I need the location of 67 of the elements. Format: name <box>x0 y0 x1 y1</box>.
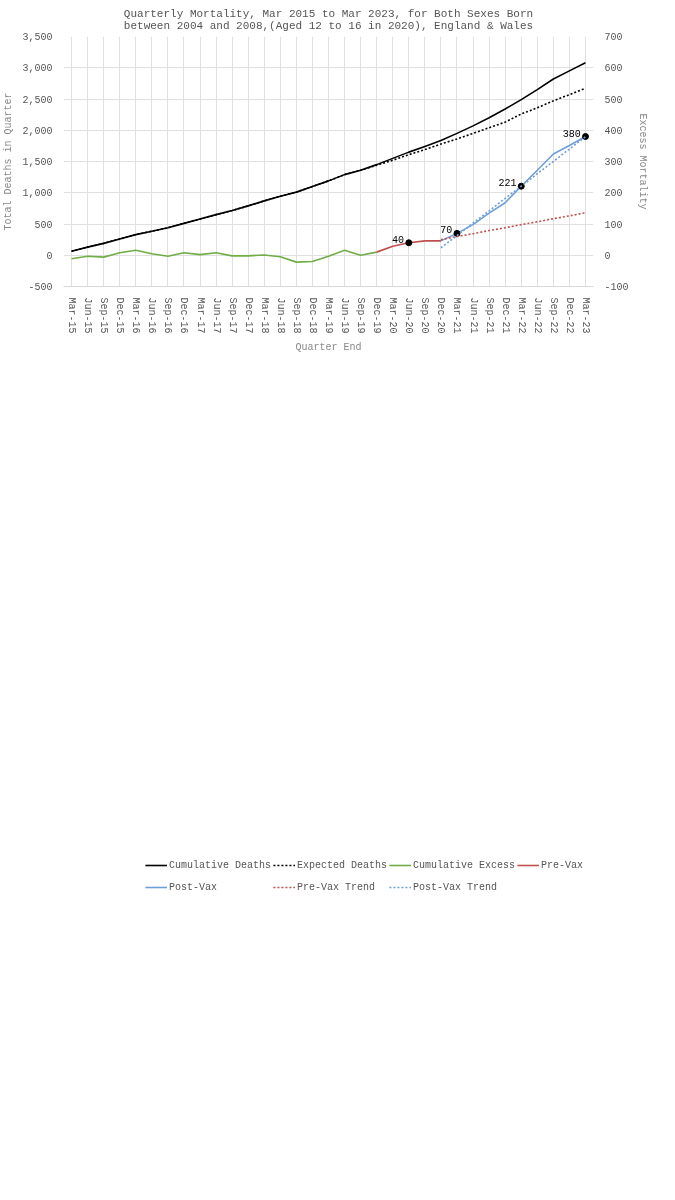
y2-tick-label: 700 <box>604 32 623 43</box>
x-tick-label: Dec-20 <box>435 297 447 334</box>
x-tick-label: Sep-16 <box>162 297 174 334</box>
x-tick-label: Mar-17 <box>194 297 206 334</box>
y2-tick-label: 100 <box>604 219 623 231</box>
x-tick-label: Jun-17 <box>210 297 222 334</box>
x-tick-label: Jun-18 <box>274 297 286 334</box>
x-tick-label: Jun-16 <box>146 297 158 334</box>
legend-label: Expected Deaths <box>296 859 387 871</box>
x-tick-label: Jun-20 <box>403 297 415 334</box>
legend-label: Pre-Vax <box>540 859 583 871</box>
data-label: 70 <box>440 225 453 237</box>
y2-tick-label: 300 <box>604 157 623 168</box>
legend-label: Cumulative Deaths <box>168 859 271 871</box>
y-tick-label: 1,000 <box>22 188 53 200</box>
x-tick-label: Mar-18 <box>258 297 270 334</box>
line-series <box>70 249 378 263</box>
y-tick-label: 3,000 <box>22 63 53 75</box>
x-tick-label: Jun-21 <box>467 297 479 334</box>
x-tick-label: Mar-23 <box>579 297 591 334</box>
x-tick-label: Dec-18 <box>306 297 318 334</box>
x-tick-label: Mar-15 <box>66 297 78 334</box>
x-tick-label: Sep-20 <box>419 297 431 334</box>
y2-tick-label: -100 <box>604 282 629 293</box>
x-tick-label: Jun-19 <box>339 297 351 334</box>
legend-label: Pre-Vax Trend <box>296 881 375 893</box>
y2-axis-title: Excess Mortality <box>636 113 648 210</box>
y-tick-label: 0 <box>46 250 53 262</box>
legend-label: Post-Vax <box>168 881 217 893</box>
legend-label: Post-Vax Trend <box>412 881 497 893</box>
x-tick-label: Mar-21 <box>451 297 463 334</box>
x-tick-label: Dec-19 <box>371 297 383 334</box>
data-label: 221 <box>498 178 517 190</box>
y-tick-label: 2,000 <box>22 125 53 137</box>
x-tick-label: Dec-21 <box>499 297 511 334</box>
x-tick-label: Mar-20 <box>387 297 399 334</box>
x-tick-label: Dec-16 <box>178 297 190 334</box>
y-tick-label: -500 <box>28 282 53 293</box>
x-tick-label: Sep-17 <box>226 297 238 334</box>
x-tick-label: Sep-22 <box>547 297 559 334</box>
x-tick-label: Sep-15 <box>98 297 110 334</box>
x-tick-label: Mar-16 <box>130 297 142 334</box>
y-tick-label: 3,500 <box>22 32 53 43</box>
x-tick-label: Jun-15 <box>82 297 94 334</box>
y2-tick-label: 0 <box>604 250 611 262</box>
y-tick-label: 1,500 <box>22 157 53 168</box>
y-tick-label: 2,500 <box>22 94 53 106</box>
x-tick-label: Dec-15 <box>114 297 126 334</box>
x-tick-label: Sep-19 <box>355 297 367 334</box>
x-tick-label: Mar-19 <box>323 297 334 334</box>
data-label: 380 <box>562 128 581 140</box>
y2-tick-label: 500 <box>604 94 623 106</box>
x-tick-label: Dec-22 <box>563 297 575 334</box>
x-tick-label: Sep-18 <box>290 297 302 334</box>
y2-tick-label: 400 <box>604 125 623 137</box>
x-tick-label: Sep-21 <box>483 297 495 334</box>
y2-tick-label: 200 <box>604 188 623 200</box>
data-label: 40 <box>391 234 404 246</box>
y-axis-title: Total Deaths in Quarter <box>3 92 15 231</box>
x-axis-title: Quarter End <box>295 341 362 353</box>
x-tick-label: Jun-22 <box>531 297 543 334</box>
x-tick-label: Mar-22 <box>515 297 527 334</box>
chart-title: Quarterly Mortality, Mar 2015 to Mar 2023, for Both Sexes Born between 2004 and 2008,(Aged 12 to 16 in 2020), England & Wales <box>123 7 534 32</box>
x-tick-label: Dec-17 <box>242 297 254 334</box>
y-tick-label: 500 <box>34 219 53 231</box>
legend-label: Cumulative Excess <box>412 859 515 871</box>
y2-tick-label: 600 <box>604 63 623 75</box>
